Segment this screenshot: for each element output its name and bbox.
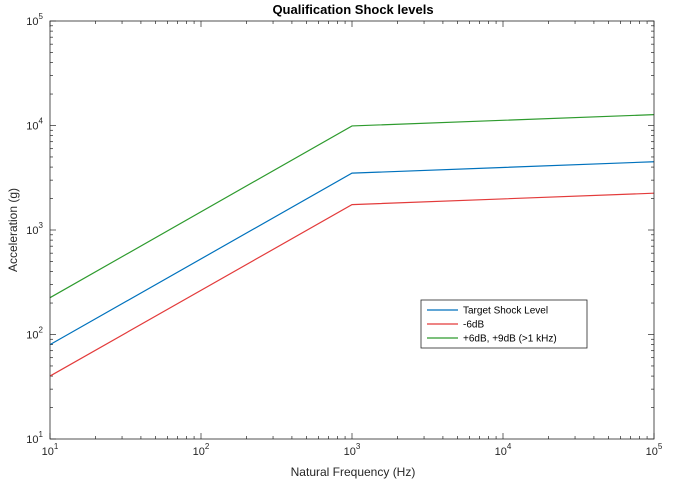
x-axis-label: Natural Frequency (Hz) xyxy=(291,465,416,479)
legend-label-plus-6db-9db: +6dB, +9dB (>1 kHz) xyxy=(463,334,557,345)
series-line-plus-6db-9db xyxy=(49,114,655,299)
x-tick-label: 102 xyxy=(193,442,210,458)
x-tick-exponent: 4 xyxy=(507,442,512,451)
legend: Target Shock Level -6dB +6dB, +9dB (>1 k… xyxy=(420,299,588,349)
y-tick-label: 103 xyxy=(26,221,43,237)
y-tick-exponent: 1 xyxy=(39,430,44,439)
x-tick-base: 10 xyxy=(344,446,356,458)
plot-area xyxy=(50,21,654,439)
x-tick-base: 10 xyxy=(646,446,658,458)
x-tick-exponent: 1 xyxy=(54,442,59,451)
y-axis-label: Acceleration (g) xyxy=(6,188,20,272)
x-tick-exponent: 5 xyxy=(658,442,663,451)
legend-label-target-shock-level: Target Shock Level xyxy=(463,306,548,317)
series-lines xyxy=(49,114,655,377)
y-tick-base: 10 xyxy=(26,330,38,342)
y-tick-base: 10 xyxy=(26,434,38,446)
chart-title: Qualification Shock levels xyxy=(272,2,433,17)
x-tick-label: 104 xyxy=(495,442,512,458)
x-tick-label: 101 xyxy=(42,442,59,458)
series-line-target-shock-level xyxy=(49,161,655,346)
y-tick-exponent: 4 xyxy=(39,117,44,126)
x-tick-exponent: 3 xyxy=(356,442,361,451)
legend-label-minus-6db: -6dB xyxy=(463,320,484,331)
x-tick-label: 103 xyxy=(344,442,361,458)
y-tick-label: 104 xyxy=(26,117,43,133)
x-tick-label: 105 xyxy=(646,442,663,458)
y-tick-label: 102 xyxy=(26,326,43,342)
y-tick-exponent: 5 xyxy=(39,12,44,21)
x-tick-exponent: 2 xyxy=(205,442,210,451)
y-tick-label: 101 xyxy=(26,430,43,446)
plot-frame xyxy=(49,20,655,440)
series-line-minus-6db xyxy=(49,192,655,377)
x-tick-base: 10 xyxy=(495,446,507,458)
y-tick-exponent: 3 xyxy=(39,221,44,230)
x-tick-base: 10 xyxy=(42,446,54,458)
y-tick-base: 10 xyxy=(26,121,38,133)
y-tick-label: 105 xyxy=(26,12,43,28)
x-tick-base: 10 xyxy=(193,446,205,458)
y-tick-base: 10 xyxy=(26,225,38,237)
y-tick-exponent: 2 xyxy=(39,326,44,335)
y-tick-base: 10 xyxy=(26,16,38,28)
